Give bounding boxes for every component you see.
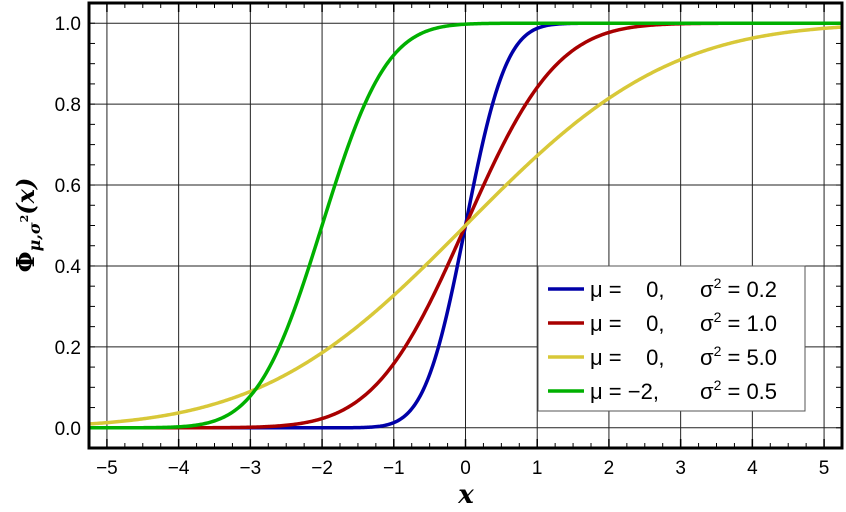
x-tick-label: 1 [532, 458, 543, 479]
x-tick-label: 2 [604, 458, 615, 479]
y-label-main: Φ [11, 251, 40, 272]
legend-entry: μ = −2, σ2 = 0.5 [590, 377, 777, 404]
x-tick-label: 5 [819, 458, 830, 479]
plot-frame [87, 1, 844, 450]
legend-entry: μ = 0, σ2 = 0.2 [590, 275, 777, 302]
y-tick-label: 1.0 [55, 14, 81, 35]
x-tick-label: 3 [675, 458, 686, 479]
x-axis-label: x [457, 480, 474, 510]
x-tick-label: −4 [168, 458, 190, 479]
series-line [89, 21, 842, 430]
x-tick-label: 4 [747, 458, 758, 479]
y-label-arg: (x) [11, 178, 40, 215]
x-tick-label: 0 [460, 458, 471, 479]
x-tick-label: −1 [383, 458, 405, 479]
y-axis-label: Φμ,σ2(x) [11, 178, 44, 273]
legend-entry: μ = 0, σ2 = 5.0 [590, 343, 777, 370]
y-tick-label: 0.6 [55, 176, 81, 197]
y-label-sub: μ,σ [25, 222, 44, 251]
y-tick-label: 0.8 [55, 95, 81, 116]
x-tick-label: −2 [311, 458, 333, 479]
x-tick-label: −5 [96, 458, 118, 479]
x-tick-label: −3 [240, 458, 262, 479]
curves [89, 21, 842, 430]
tick-labels: −5 −4 −3 −2 −1 0 1 2 3 4 5 0.0 0.2 0.4 0.6 0.8 1.0 [55, 14, 830, 479]
series-line [89, 25, 842, 426]
legend-entry: μ = 0, σ2 = 1.0 [590, 309, 777, 336]
y-tick-label: 0.0 [55, 419, 81, 440]
y-tick-label: 0.2 [55, 338, 81, 359]
y-label-sup: 2 [18, 215, 31, 223]
y-tick-label: 0.4 [55, 257, 82, 278]
svg-text:Φμ,σ2(x): Φμ,σ2(x) [11, 178, 44, 273]
legend: μ = 0, σ2 = 0.2 μ = 0, σ2 = 1.0 μ = 0, σ2 = 5… [537, 265, 806, 412]
